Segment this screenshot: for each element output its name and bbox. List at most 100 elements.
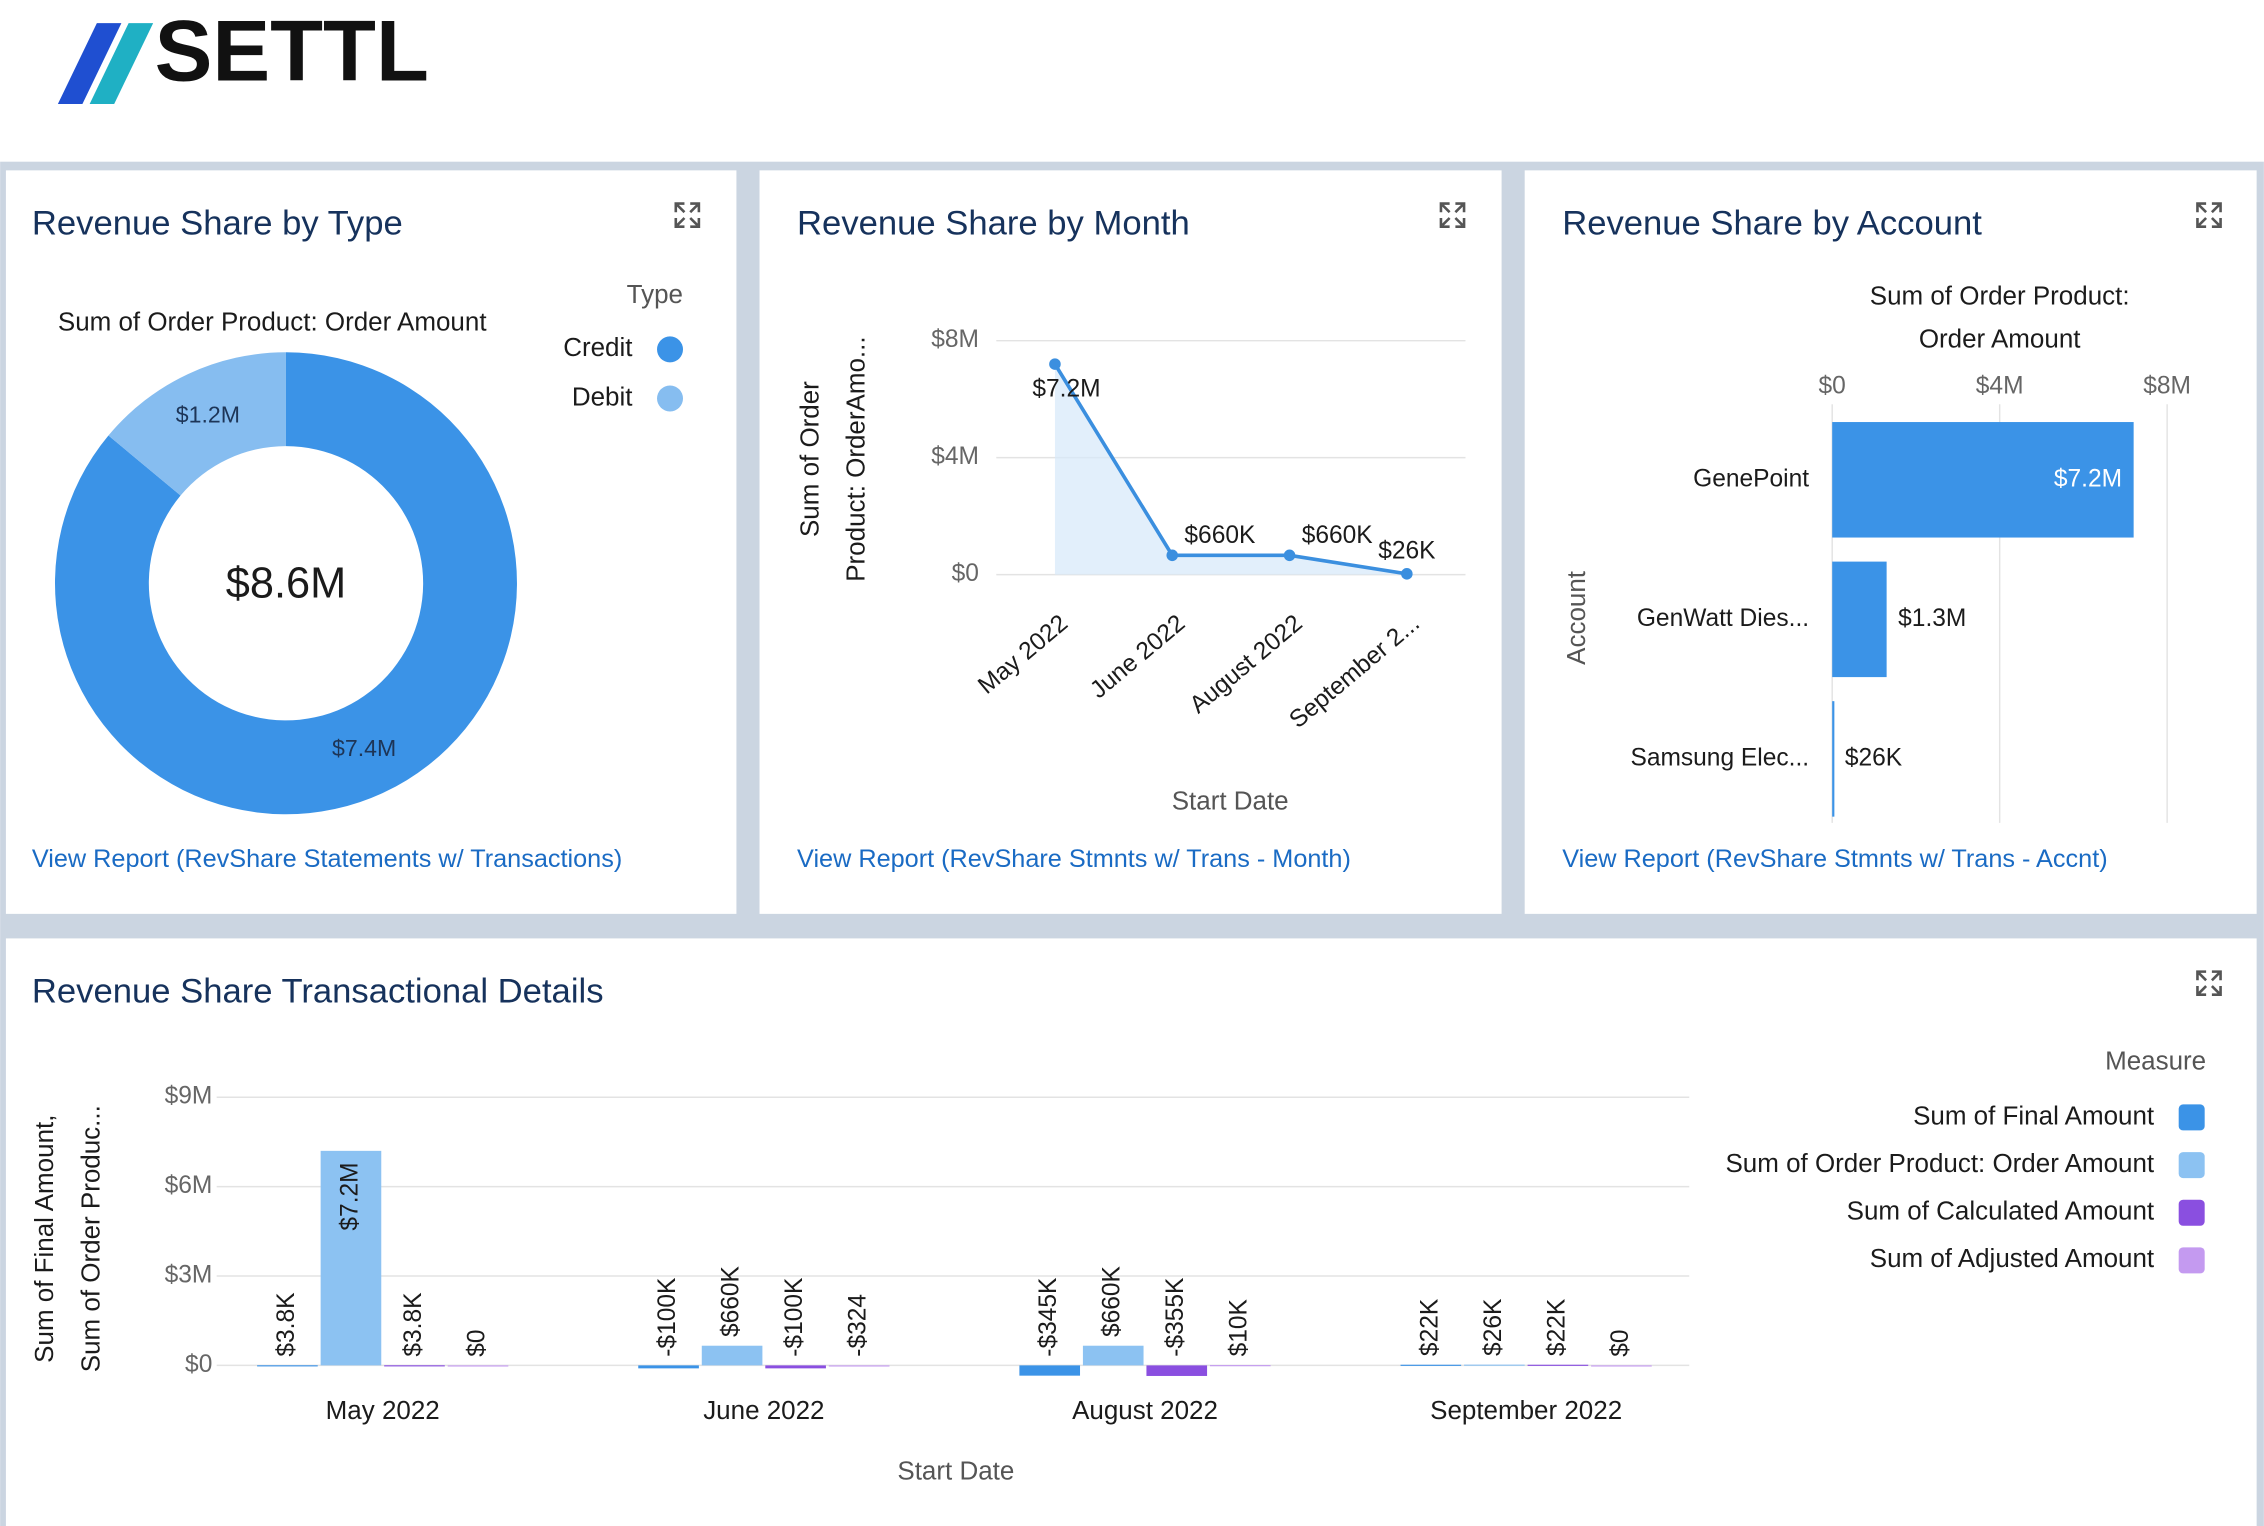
bar (1209, 1365, 1271, 1367)
chart-title: Revenue Share by Month (797, 204, 1190, 242)
data-label: -$355K (1162, 1277, 1189, 1357)
donut-slice (54, 352, 517, 815)
bar (828, 1365, 890, 1367)
report-link[interactable]: View Report (RevShare Stmnts w/ Trans - … (797, 845, 1351, 873)
x-tick-label: September 2022 (1430, 1395, 1622, 1425)
bar (257, 1365, 318, 1367)
bar (1082, 1345, 1144, 1366)
bar (638, 1365, 699, 1369)
area (1054, 364, 1407, 575)
legend-title: Type (627, 279, 683, 309)
bar (1464, 1364, 1525, 1366)
legend-title: Measure (2105, 1045, 2206, 1075)
legend-label: Credit (563, 332, 633, 362)
y-tick-label: $4M (931, 443, 979, 470)
bar (320, 1150, 382, 1366)
bar (701, 1345, 763, 1366)
x-tick-label: $0 (1819, 372, 1846, 399)
data-label: $1.2M (176, 402, 240, 428)
data-label: $660K (1099, 1265, 1126, 1337)
legend-swatch (2178, 1152, 2205, 1179)
y-axis-label: Sum of Order (794, 381, 824, 537)
bar (1832, 561, 1887, 678)
x-tick-label: $8M (2143, 372, 2191, 399)
data-label: -$345K (1035, 1277, 1062, 1357)
bar (1019, 1365, 1081, 1376)
chart-title: Revenue Share by Account (1562, 204, 1982, 242)
y-tick-label: GenWatt Dies... (1637, 605, 1809, 632)
y-tick-label: $6M (165, 1172, 213, 1199)
data-label: -$100K (781, 1277, 808, 1357)
bar (384, 1365, 445, 1367)
legend-label: Sum of Final Amount (1913, 1100, 2155, 1130)
line (1053, 363, 1408, 576)
chart-subtitle: Sum of Order Product: (1870, 280, 2130, 310)
data-label: $7.2M (336, 1162, 363, 1230)
data-label: $26K (1845, 744, 1903, 771)
legend-label: Sum of Order Product: Order Amount (1725, 1148, 2154, 1178)
point (1049, 358, 1061, 370)
y-tick-label: $3M (165, 1261, 213, 1288)
x-tick-label: May 2022 (326, 1395, 440, 1425)
y-tick-label: GenePoint (1693, 465, 1809, 492)
data-label: $3.8K (400, 1292, 427, 1357)
chart-subtitle: Sum of Order Product: Order Amount (58, 306, 487, 336)
legend-label: Debit (572, 381, 633, 411)
logo-slash (89, 23, 154, 104)
bar (1400, 1364, 1462, 1366)
bar (1591, 1365, 1652, 1367)
y-tick-label: $0 (952, 560, 979, 587)
data-label: $3.8K (273, 1292, 300, 1357)
point (1401, 568, 1413, 580)
y-axis-label: Product: OrderAmo... (841, 336, 871, 581)
x-axis-label: Start Date (897, 1455, 1014, 1485)
legend-swatch (657, 336, 684, 363)
legend-swatch (2178, 1247, 2205, 1274)
legend-swatch (2178, 1104, 2205, 1131)
bar (447, 1365, 509, 1367)
bar (765, 1365, 826, 1369)
data-label: $1.3M (1898, 605, 1966, 632)
data-label: $660K (1302, 522, 1374, 549)
x-tick-label: June 2022 (703, 1395, 824, 1425)
logo-slash (57, 23, 122, 104)
y-tick-label: Samsung Elec... (1630, 744, 1809, 771)
y-tick-label: $8M (931, 326, 979, 353)
legend-swatch (657, 385, 684, 412)
panel (1524, 170, 2257, 914)
bar (1832, 422, 2134, 538)
y-axis-label: Sum of Final Amount, (29, 1115, 59, 1363)
chart-subtitle: Order Amount (1919, 324, 2081, 354)
data-label: $22K (1543, 1298, 1570, 1356)
bar (1832, 701, 1835, 817)
data-label: $660K (1184, 522, 1256, 549)
legend-swatch (2178, 1199, 2205, 1226)
data-label: $7.2M (2054, 465, 2122, 492)
data-label: $22K (1416, 1298, 1443, 1356)
data-label: $7.2M (1032, 376, 1100, 403)
report-link[interactable]: View Report (RevShare Stmnts w/ Trans - … (1562, 845, 2107, 873)
data-label: $660K (718, 1265, 745, 1337)
bar (1146, 1365, 1208, 1376)
point (1283, 549, 1296, 562)
data-label: -$324 (845, 1294, 872, 1357)
data-label: $0 (463, 1329, 490, 1356)
data-label: $26K (1378, 538, 1436, 565)
data-label: $7.4M (332, 735, 396, 761)
chart-title: Revenue Share by Type (32, 204, 403, 242)
chart-title: Revenue Share Transactional Details (32, 972, 604, 1010)
data-label: $10K (1226, 1298, 1253, 1356)
y-axis-label: Sum of Order Produc... (75, 1105, 105, 1372)
logo: SETTL (155, 4, 429, 100)
data-label: -$100K (654, 1277, 681, 1357)
data-label: $0 (1607, 1329, 1634, 1356)
x-tick-label: $4M (1976, 372, 2024, 399)
x-tick-label: August 2022 (1072, 1395, 1218, 1425)
y-tick-label: $0 (185, 1351, 212, 1378)
report-link[interactable]: View Report (RevShare Statements w/ Tran… (32, 845, 622, 873)
total-label: $8.6M (226, 560, 346, 608)
legend-label: Sum of Adjusted Amount (1870, 1243, 2155, 1273)
